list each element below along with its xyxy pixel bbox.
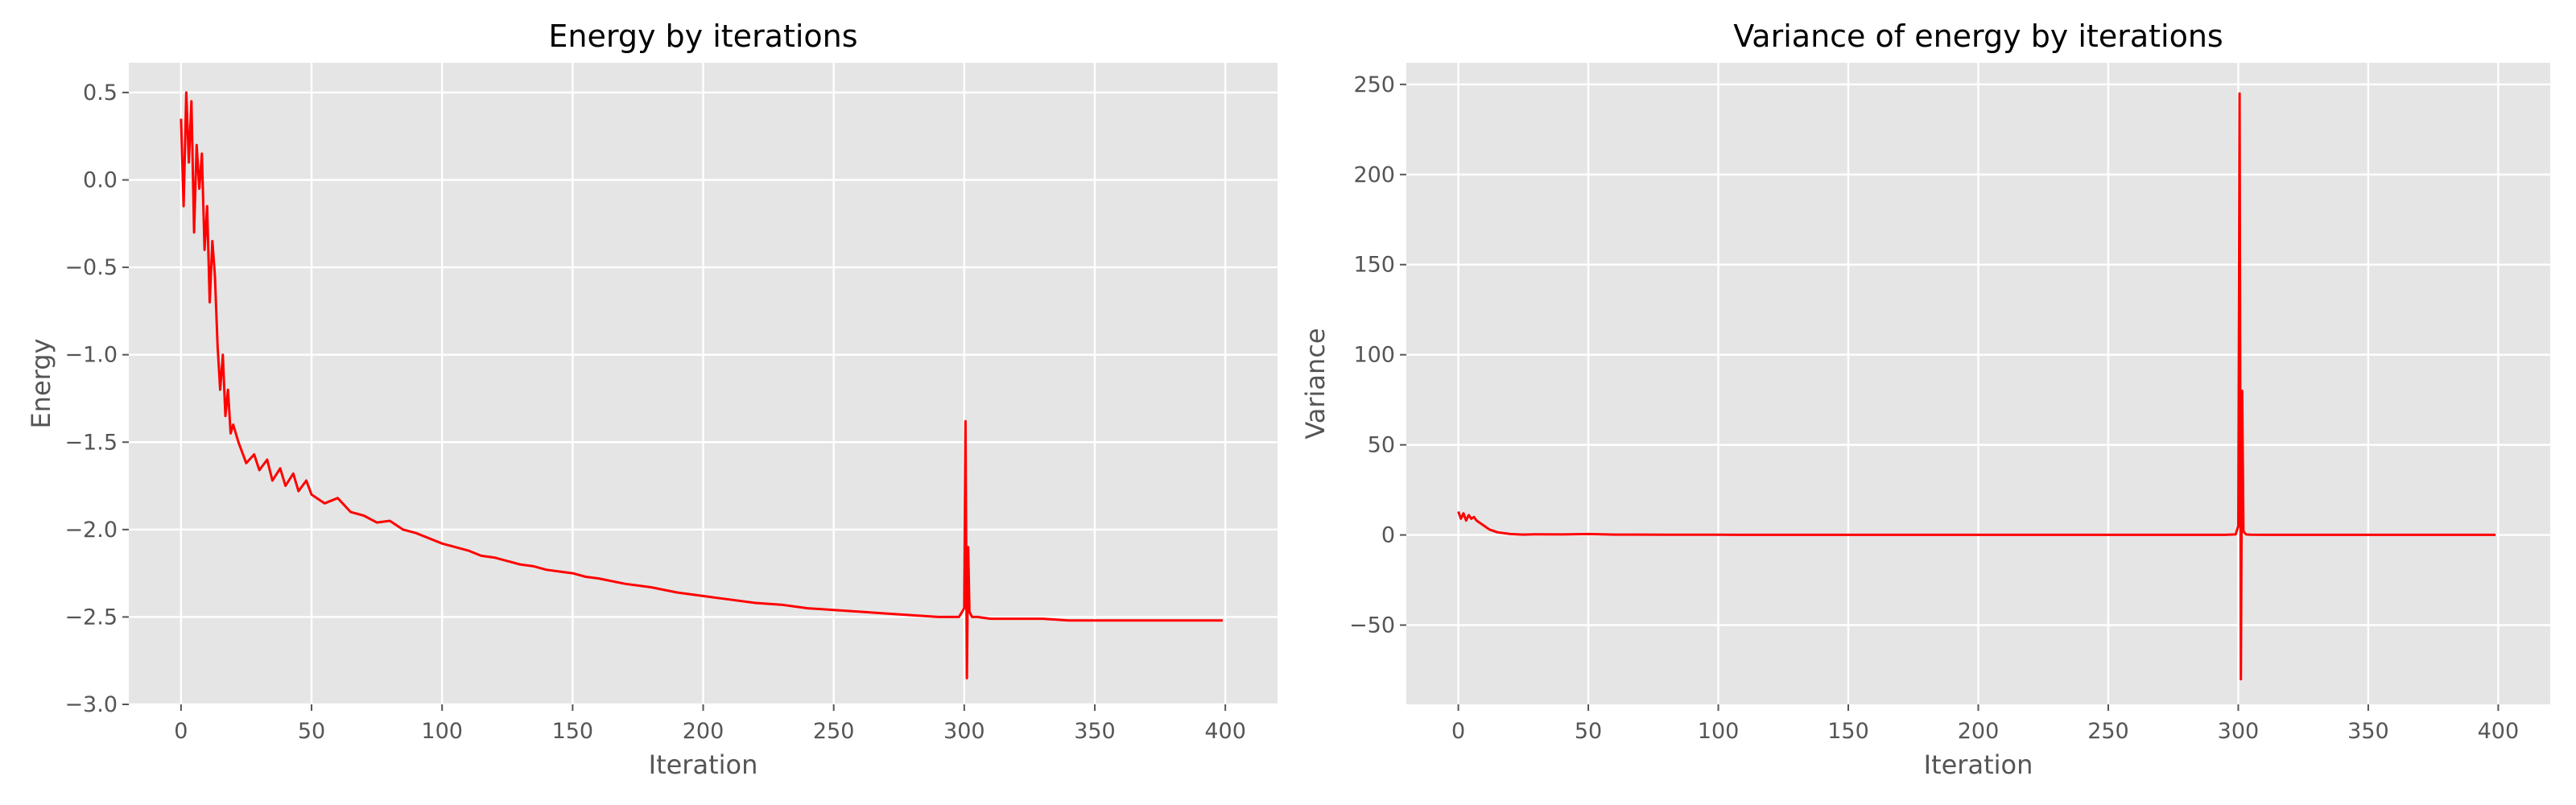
y-tick-label: 250 bbox=[1353, 72, 1395, 97]
x-tick-label: 300 bbox=[943, 719, 985, 744]
x-tick-label: 200 bbox=[1958, 719, 2000, 744]
grid bbox=[1406, 63, 2550, 704]
x-tick-label: 50 bbox=[1575, 719, 1602, 744]
y-axis-label: Variance bbox=[1300, 328, 1331, 439]
x-axis-label: Iteration bbox=[649, 749, 758, 780]
x-tick-label: 100 bbox=[1698, 719, 1740, 744]
y-tick-label: −2.5 bbox=[64, 605, 118, 630]
x-tick-label: 200 bbox=[683, 719, 724, 744]
x-tick-label: 250 bbox=[813, 719, 855, 744]
series bbox=[180, 91, 1223, 679]
x-tick-label: 0 bbox=[174, 719, 188, 744]
x-tick-label: 300 bbox=[2218, 719, 2260, 744]
y-axis-label: Energy bbox=[26, 338, 56, 428]
x-tick-label: 50 bbox=[298, 719, 325, 744]
y-tick-label: 0.5 bbox=[83, 80, 118, 105]
y-tick-label: 150 bbox=[1353, 253, 1395, 278]
y-tick-label: 0 bbox=[1381, 523, 1395, 548]
x-tick-label: 350 bbox=[1074, 719, 1116, 744]
x-tick-label: 250 bbox=[2087, 719, 2129, 744]
y-tick-label: 100 bbox=[1353, 343, 1395, 368]
y-tick-label: −50 bbox=[1349, 613, 1395, 638]
chart-variance: 0 50 100 150 200 250 300 350 400 −50 0 50 100 150 200 2… bbox=[1300, 19, 2550, 780]
y-tick-label: 0.0 bbox=[83, 168, 118, 193]
x-tick-label: 400 bbox=[1204, 719, 1246, 744]
x-tick-label: 100 bbox=[421, 719, 463, 744]
ticks: 0 50 100 150 200 250 300 350 400 −50 0 50 100 150 200 2… bbox=[1349, 72, 2519, 744]
x-tick-label: 0 bbox=[1451, 719, 1465, 744]
y-tick-label: −0.5 bbox=[64, 255, 118, 280]
y-tick-label: −2.0 bbox=[64, 518, 118, 543]
series-line bbox=[180, 91, 1223, 679]
x-axis-label: Iteration bbox=[1924, 749, 2033, 780]
chart-energy: 0 50 100 150 200 250 300 350 400 −3.0 −2.5 −2.0 −1.5… bbox=[26, 19, 1278, 780]
chart-title: Energy by iterations bbox=[548, 19, 857, 54]
ticks: 0 50 100 150 200 250 300 350 400 −3.0 −2.5 −2.0 −1.5… bbox=[64, 80, 1245, 744]
series-line bbox=[1457, 92, 2496, 681]
y-tick-label: 50 bbox=[1368, 433, 1395, 458]
y-tick-label: −3.0 bbox=[64, 692, 118, 717]
chart-title: Variance of energy by iterations bbox=[1733, 19, 2223, 54]
series bbox=[1457, 92, 2496, 681]
y-tick-label: 200 bbox=[1353, 163, 1395, 188]
x-tick-label: 150 bbox=[552, 719, 594, 744]
x-tick-label: 350 bbox=[2347, 719, 2389, 744]
y-tick-label: −1.5 bbox=[64, 430, 118, 455]
x-tick-label: 150 bbox=[1827, 719, 1869, 744]
x-tick-label: 400 bbox=[2478, 719, 2520, 744]
y-tick-label: −1.0 bbox=[64, 343, 118, 368]
